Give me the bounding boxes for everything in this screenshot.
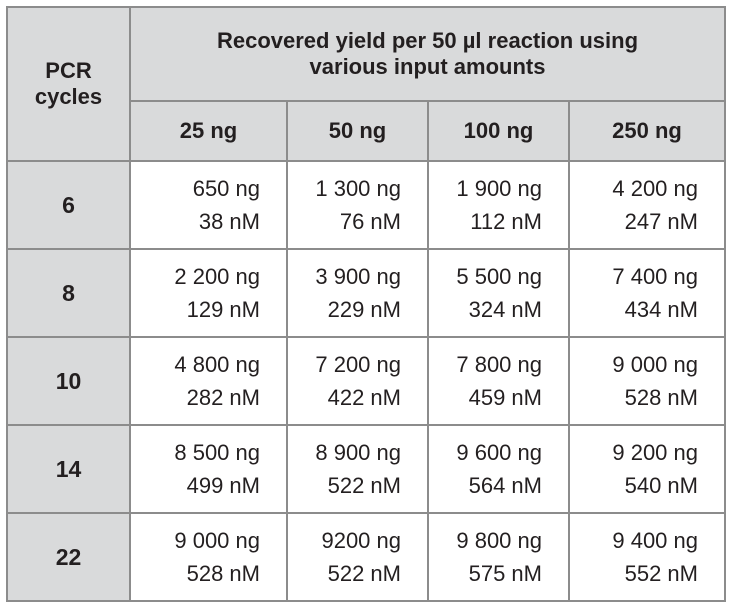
cell-nm-value: 522 nM: [288, 557, 401, 590]
table-cell: 9 600 ng 564 nM: [428, 425, 569, 513]
cell-nm-value: 522 nM: [288, 469, 401, 502]
cell-nm-value: 422 nM: [288, 381, 401, 414]
row-header-cycles: 8: [7, 249, 130, 337]
table-row: 14 8 500 ng 499 nM 8 900 ng 522 nM 9 600 n…: [7, 425, 725, 513]
cell-ng-value: 9200 ng: [288, 524, 401, 557]
header-row-top: PCR cycles Recovered yield per 50 µl rea…: [7, 7, 725, 101]
table-cell: 3 900 ng 229 nM: [287, 249, 428, 337]
table-cell: 7 800 ng 459 nM: [428, 337, 569, 425]
cell-ng-value: 1 300 ng: [288, 172, 401, 205]
table-cell: 7 400 ng 434 nM: [569, 249, 725, 337]
cell-ng-value: 7 400 ng: [570, 260, 698, 293]
row-header-cycles: 22: [7, 513, 130, 601]
table-cell: 8 900 ng 522 nM: [287, 425, 428, 513]
cell-ng-value: 650 ng: [131, 172, 260, 205]
cell-nm-value: 76 nM: [288, 205, 401, 238]
table-row: 8 2 200 ng 129 nM 3 900 ng 229 nM 5 500 ng…: [7, 249, 725, 337]
pcr-cycles-header: PCR cycles: [7, 7, 130, 161]
cell-ng-value: 5 500 ng: [429, 260, 542, 293]
table-cell: 8 500 ng 499 nM: [130, 425, 287, 513]
yield-table: PCR cycles Recovered yield per 50 µl rea…: [6, 6, 726, 602]
cell-ng-value: 4 200 ng: [570, 172, 698, 205]
cell-ng-value: 9 000 ng: [131, 524, 260, 557]
table-cell: 9 400 ng 552 nM: [569, 513, 725, 601]
table-cell: 4 800 ng 282 nM: [130, 337, 287, 425]
cell-ng-value: 3 900 ng: [288, 260, 401, 293]
table-cell: 9 000 ng 528 nM: [569, 337, 725, 425]
table-cell: 1 300 ng 76 nM: [287, 161, 428, 249]
cell-nm-value: 324 nM: [429, 293, 542, 326]
row-header-cycles: 6: [7, 161, 130, 249]
recovered-yield-header: Recovered yield per 50 µl reaction using…: [130, 7, 725, 101]
cell-ng-value: 4 800 ng: [131, 348, 260, 381]
cell-ng-value: 2 200 ng: [131, 260, 260, 293]
cell-nm-value: 552 nM: [570, 557, 698, 590]
cell-nm-value: 282 nM: [131, 381, 260, 414]
cell-nm-value: 112 nM: [429, 205, 542, 238]
cell-nm-value: 564 nM: [429, 469, 542, 502]
cell-ng-value: 9 800 ng: [429, 524, 542, 557]
column-header-100ng: 100 ng: [428, 101, 569, 161]
cell-ng-value: 9 400 ng: [570, 524, 698, 557]
cell-nm-value: 38 nM: [131, 205, 260, 238]
table-cell: 9 800 ng 575 nM: [428, 513, 569, 601]
cell-nm-value: 528 nM: [131, 557, 260, 590]
table-row: 10 4 800 ng 282 nM 7 200 ng 422 nM 7 800 n…: [7, 337, 725, 425]
table-cell: 5 500 ng 324 nM: [428, 249, 569, 337]
table-cell: 1 900 ng 112 nM: [428, 161, 569, 249]
table-cell: 7 200 ng 422 nM: [287, 337, 428, 425]
row-header-cycles: 10: [7, 337, 130, 425]
table-row: 6 650 ng 38 nM 1 300 ng 76 nM 1 900 ng 112 …: [7, 161, 725, 249]
pcr-cycles-header-line-2: cycles: [8, 84, 129, 110]
cell-nm-value: 499 nM: [131, 469, 260, 502]
column-header-250ng: 250 ng: [569, 101, 725, 161]
table-cell: 9 000 ng 528 nM: [130, 513, 287, 601]
recovered-yield-header-line-2: various input amounts: [131, 54, 724, 80]
cell-ng-value: 9 600 ng: [429, 436, 542, 469]
table-row: 22 9 000 ng 528 nM 9200 ng 522 nM 9 800 ng…: [7, 513, 725, 601]
cell-nm-value: 229 nM: [288, 293, 401, 326]
cell-ng-value: 9 200 ng: [570, 436, 698, 469]
row-header-cycles: 14: [7, 425, 130, 513]
cell-nm-value: 434 nM: [570, 293, 698, 326]
cell-nm-value: 247 nM: [570, 205, 698, 238]
cell-ng-value: 1 900 ng: [429, 172, 542, 205]
table-cell: 2 200 ng 129 nM: [130, 249, 287, 337]
cell-ng-value: 7 200 ng: [288, 348, 401, 381]
table-cell: 650 ng 38 nM: [130, 161, 287, 249]
cell-ng-value: 9 000 ng: [570, 348, 698, 381]
cell-ng-value: 8 500 ng: [131, 436, 260, 469]
column-header-25ng: 25 ng: [130, 101, 287, 161]
cell-nm-value: 528 nM: [570, 381, 698, 414]
cell-nm-value: 129 nM: [131, 293, 260, 326]
cell-nm-value: 459 nM: [429, 381, 542, 414]
cell-ng-value: 7 800 ng: [429, 348, 542, 381]
cell-ng-value: 8 900 ng: [288, 436, 401, 469]
table-cell: 9 200 ng 540 nM: [569, 425, 725, 513]
cell-nm-value: 540 nM: [570, 469, 698, 502]
pcr-cycles-header-line-1: PCR: [8, 58, 129, 84]
recovered-yield-header-line-1: Recovered yield per 50 µl reaction using: [131, 28, 724, 54]
column-header-50ng: 50 ng: [287, 101, 428, 161]
table-cell: 4 200 ng 247 nM: [569, 161, 725, 249]
table-cell: 9200 ng 522 nM: [287, 513, 428, 601]
cell-nm-value: 575 nM: [429, 557, 542, 590]
